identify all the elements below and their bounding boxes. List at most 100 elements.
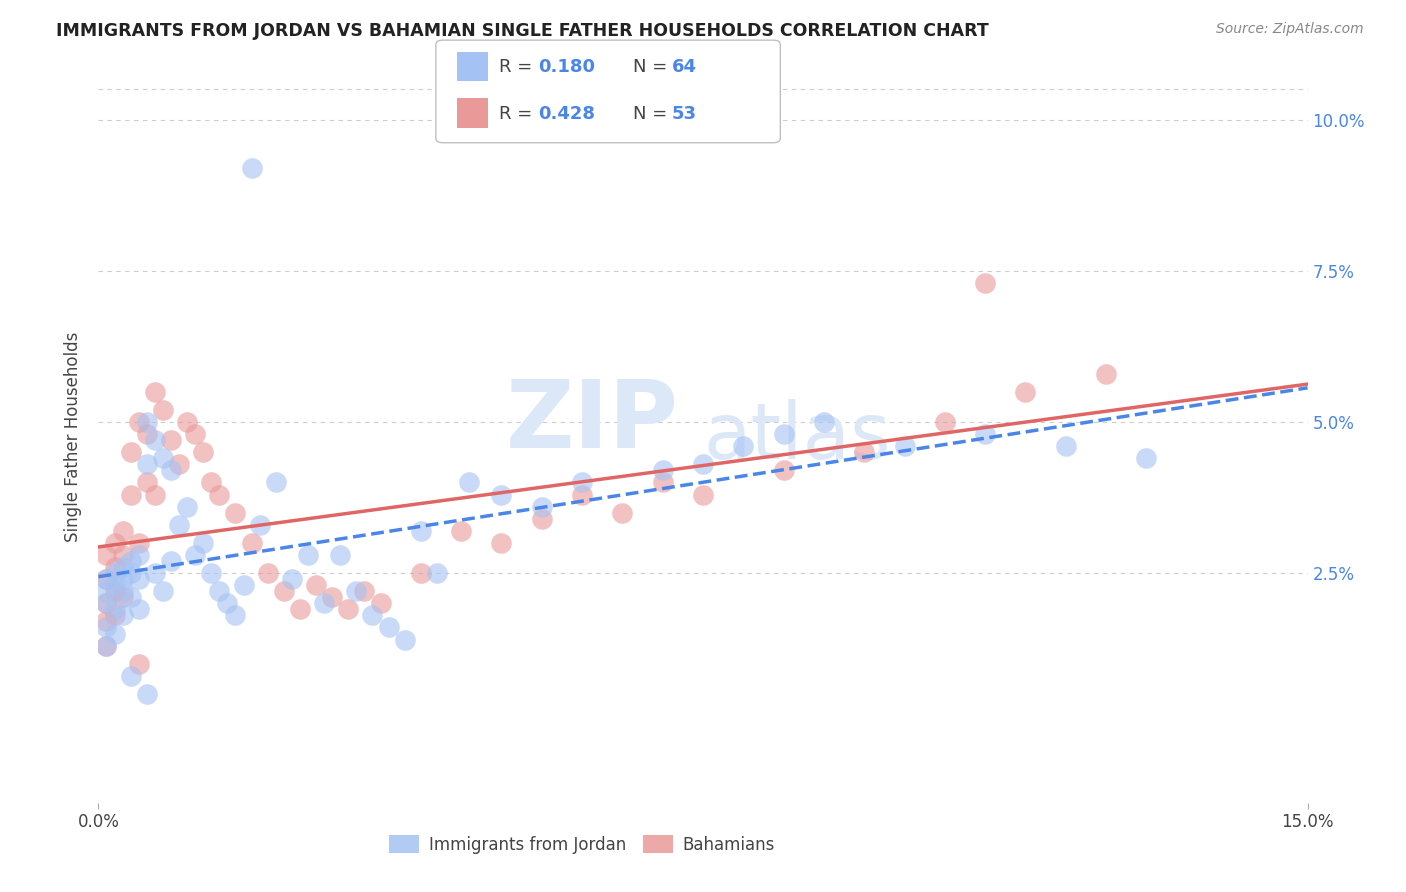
Point — [103, 566, 125, 580]
Point — [96, 548, 118, 562]
Point — [772, 427, 794, 442]
Point — [224, 608, 246, 623]
Point — [103, 602, 125, 616]
Point — [232, 578, 254, 592]
Point — [361, 608, 384, 623]
Text: N =: N = — [633, 58, 672, 76]
Point — [128, 602, 150, 616]
Point — [733, 439, 755, 453]
Point — [120, 554, 142, 568]
Point — [128, 536, 150, 550]
Point — [96, 620, 118, 634]
Point — [135, 475, 157, 490]
Text: R =: R = — [499, 105, 538, 123]
Point — [530, 511, 553, 525]
Point — [96, 639, 118, 653]
Text: 53: 53 — [672, 105, 697, 123]
Point — [273, 584, 295, 599]
Point — [370, 596, 392, 610]
Point — [200, 475, 222, 490]
Text: ZIP: ZIP — [506, 376, 679, 468]
Point — [96, 572, 118, 586]
Point — [651, 475, 673, 490]
Point — [409, 566, 432, 580]
Point — [120, 591, 142, 605]
Point — [692, 487, 714, 501]
Point — [893, 439, 915, 453]
Point — [256, 566, 278, 580]
Point — [111, 524, 134, 538]
Point — [152, 403, 174, 417]
Point — [111, 560, 134, 574]
Point — [160, 433, 183, 447]
Point — [314, 596, 336, 610]
Point — [135, 415, 157, 429]
Point — [377, 620, 399, 634]
Point — [853, 445, 876, 459]
Point — [692, 457, 714, 471]
Point — [208, 487, 231, 501]
Point — [974, 276, 997, 290]
Point — [288, 602, 311, 616]
Point — [103, 626, 125, 640]
Point — [160, 463, 183, 477]
Point — [176, 500, 198, 514]
Point — [111, 548, 134, 562]
Text: atlas: atlas — [703, 399, 890, 475]
Point — [96, 572, 118, 586]
Point — [409, 524, 432, 538]
Point — [96, 584, 118, 599]
Point — [1054, 439, 1077, 453]
Point — [152, 451, 174, 466]
Point — [96, 596, 118, 610]
Point — [103, 608, 125, 623]
Point — [184, 427, 207, 442]
Point — [217, 596, 239, 610]
Point — [297, 548, 319, 562]
Point — [128, 415, 150, 429]
Point — [103, 584, 125, 599]
Point — [152, 584, 174, 599]
Point — [353, 584, 375, 599]
Point — [571, 475, 593, 490]
Point — [135, 457, 157, 471]
Point — [224, 506, 246, 520]
Point — [103, 536, 125, 550]
Point — [120, 487, 142, 501]
Point — [1135, 451, 1157, 466]
Point — [571, 487, 593, 501]
Point — [240, 536, 263, 550]
Legend: Immigrants from Jordan, Bahamians: Immigrants from Jordan, Bahamians — [382, 829, 782, 860]
Point — [143, 566, 166, 580]
Point — [491, 536, 513, 550]
Point — [120, 566, 142, 580]
Text: 0.180: 0.180 — [538, 58, 596, 76]
Y-axis label: Single Father Households: Single Father Households — [65, 332, 83, 542]
Point — [96, 596, 118, 610]
Point — [305, 578, 328, 592]
Point — [193, 445, 215, 459]
Point — [103, 578, 125, 592]
Point — [135, 687, 157, 701]
Point — [167, 517, 190, 532]
Text: 0.428: 0.428 — [538, 105, 596, 123]
Point — [321, 591, 343, 605]
Point — [103, 560, 125, 574]
Point — [1095, 367, 1118, 381]
Point — [249, 517, 271, 532]
Point — [281, 572, 304, 586]
Point — [1014, 384, 1036, 399]
Point — [120, 445, 142, 459]
Point — [264, 475, 287, 490]
Point — [344, 584, 367, 599]
Point — [612, 506, 634, 520]
Point — [128, 548, 150, 562]
Text: IMMIGRANTS FROM JORDAN VS BAHAMIAN SINGLE FATHER HOUSEHOLDS CORRELATION CHART: IMMIGRANTS FROM JORDAN VS BAHAMIAN SINGL… — [56, 22, 988, 40]
Point — [651, 463, 673, 477]
Point — [160, 554, 183, 568]
Text: N =: N = — [633, 105, 672, 123]
Text: 64: 64 — [672, 58, 697, 76]
Point — [96, 639, 118, 653]
Text: Source: ZipAtlas.com: Source: ZipAtlas.com — [1216, 22, 1364, 37]
Point — [167, 457, 190, 471]
